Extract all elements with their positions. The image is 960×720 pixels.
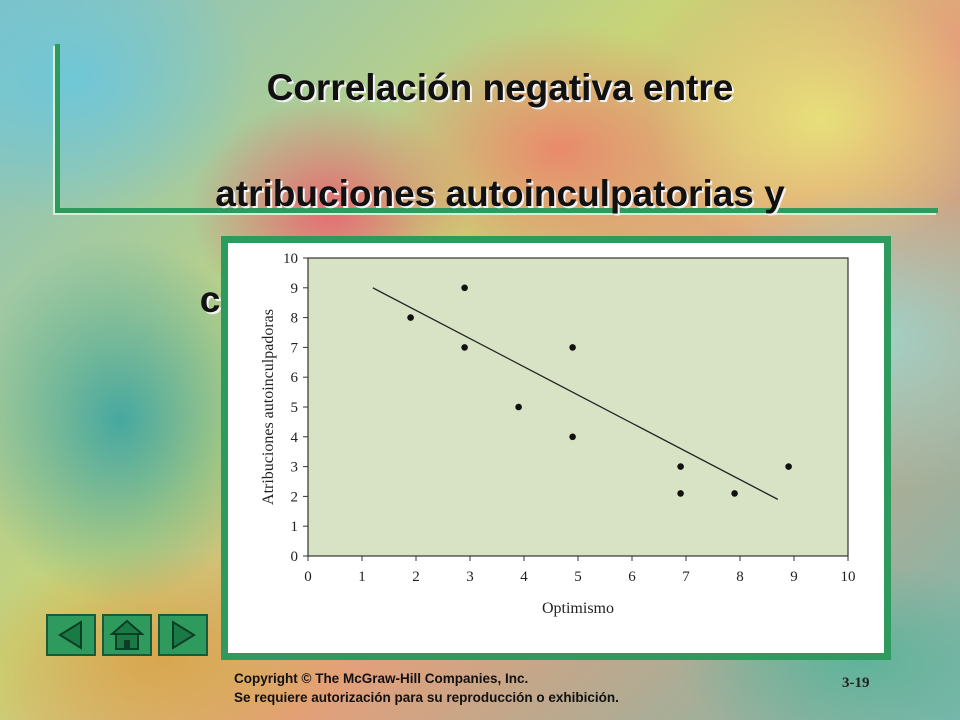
x-tick-label: 5	[574, 569, 582, 585]
data-point	[515, 403, 522, 411]
data-point	[461, 284, 468, 292]
data-point	[407, 314, 414, 321]
y-tick-label: 4	[291, 430, 299, 446]
y-tick-label: 1	[291, 519, 299, 535]
data-point	[731, 490, 738, 497]
y-tick-label: 8	[291, 311, 299, 327]
data-point	[677, 490, 684, 497]
title-frame	[55, 44, 938, 213]
home-button[interactable]	[102, 614, 152, 656]
x-tick-label: 4	[520, 569, 528, 585]
home-icon	[109, 619, 145, 650]
x-tick-label: 7	[682, 569, 690, 585]
title-line: Correlación negativa entre	[266, 67, 734, 108]
x-tick-label: 0	[304, 569, 312, 585]
data-point	[569, 433, 576, 441]
x-tick-label: 2	[412, 569, 420, 585]
data-point	[677, 463, 684, 470]
y-tick-label: 7	[291, 340, 299, 356]
trend-line	[372, 287, 779, 500]
y-tick-label: 5	[291, 400, 299, 416]
x-tick-label: 3	[466, 569, 474, 585]
y-tick-label: 3	[291, 460, 299, 476]
y-tick-label: 6	[291, 370, 299, 386]
right-triangle-icon	[172, 620, 196, 650]
permission-line: Se requiere autorización para su reprodu…	[234, 690, 619, 705]
x-tick-label: 1	[358, 569, 366, 585]
x-axis-label: Optimismo	[542, 600, 614, 617]
slide-number: 3-19	[842, 675, 870, 691]
left-triangle-icon	[58, 620, 82, 650]
chart-frame: 0 1 2 3 4 5 6 7 8 9 10 0 1 2 3 4 5 6 7 8 9 10 Optimismo Atribuc…	[221, 236, 891, 660]
data-point	[785, 463, 792, 470]
scatter-chart: 0 1 2 3 4 5 6 7 8 9 10 0 1 2 3 4 5 6 7 8 9 10 Optimismo Atribuc…	[260, 251, 856, 617]
plot-area	[307, 257, 849, 557]
title-line: atribuciones autoinculpatorias y	[215, 173, 785, 214]
next-slide-button[interactable]	[158, 614, 208, 656]
copyright-line: Copyright © The McGraw-Hill Companies, I…	[234, 671, 529, 686]
copyright-notice: Copyright © The McGraw-Hill Companies, I…	[234, 669, 619, 707]
y-tick-label: 9	[291, 281, 299, 297]
x-tick-label: 9	[790, 569, 798, 585]
x-tick-label: 6	[628, 569, 636, 585]
x-tick-label: 10	[841, 569, 856, 585]
y-tick-label: 0	[291, 549, 299, 565]
data-point	[461, 344, 468, 351]
y-axis-label: Atribuciones autoinculpadoras	[260, 309, 277, 505]
y-tick-label: 2	[291, 489, 299, 505]
y-tick-label: 10	[283, 251, 298, 267]
data-point	[569, 344, 576, 351]
previous-slide-button[interactable]	[46, 614, 96, 656]
x-tick-label: 8	[736, 569, 744, 585]
